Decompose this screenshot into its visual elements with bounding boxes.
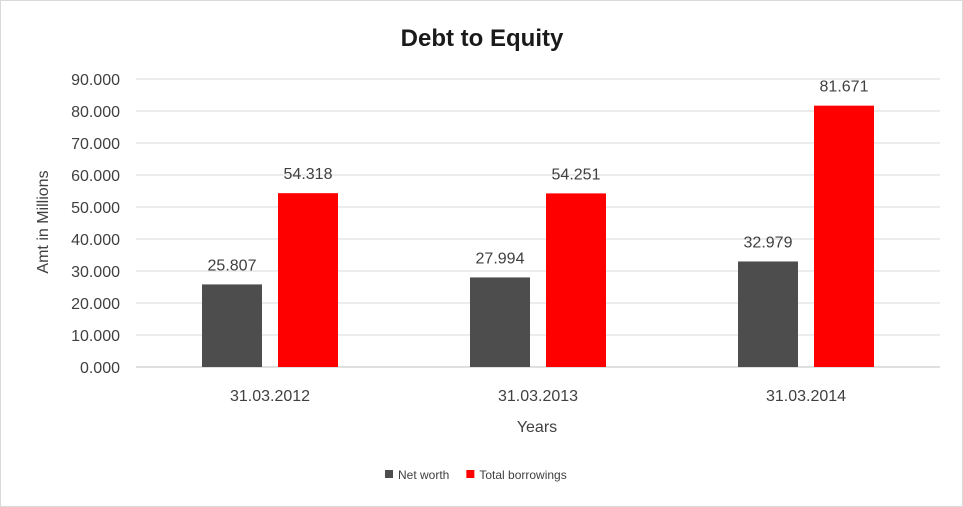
data-label: 54.318 (284, 166, 333, 183)
y-tick-label: 80.000 (71, 104, 120, 121)
bar (202, 284, 262, 367)
data-labels: 25.807 54.318 27.994 54.251 32.979 81.671 (208, 79, 869, 275)
bars (202, 105, 874, 367)
bar (546, 193, 606, 367)
legend: Net worth Total borrowings (385, 468, 567, 482)
chart-title: Debt to Equity (401, 25, 564, 52)
x-axis-ticks: 31.03.2012 31.03.2013 31.03.2014 (230, 388, 846, 405)
y-tick-label: 50.000 (71, 200, 120, 217)
y-tick-label: 10.000 (71, 328, 120, 345)
data-label: 81.671 (820, 79, 869, 96)
y-axis-label: Amt in Millions (35, 170, 52, 273)
legend-label: Total borrowings (479, 468, 566, 482)
y-tick-label: 60.000 (71, 168, 120, 185)
data-label: 25.807 (208, 257, 257, 274)
data-label: 32.979 (744, 234, 793, 251)
x-axis-label: Years (517, 419, 557, 436)
x-tick-label: 31.03.2012 (230, 388, 310, 405)
y-tick-label: 40.000 (71, 232, 120, 249)
y-tick-label: 30.000 (71, 264, 120, 281)
x-tick-label: 31.03.2013 (498, 388, 578, 405)
gridlines (136, 78, 940, 368)
bar (470, 277, 530, 367)
y-tick-label: 70.000 (71, 136, 120, 153)
bar (814, 105, 874, 367)
data-label: 27.994 (476, 250, 525, 267)
legend-label: Net worth (398, 468, 449, 482)
y-tick-label: 20.000 (71, 296, 120, 313)
legend-swatch (385, 470, 393, 478)
bar (738, 261, 798, 367)
y-tick-label: 0.000 (80, 360, 120, 377)
y-tick-label: 90.000 (71, 72, 120, 89)
data-label: 54.251 (552, 166, 601, 183)
legend-swatch (466, 470, 475, 478)
y-axis-ticks: 0.000 10.000 20.000 30.000 40.000 50.000 60.00… (71, 72, 120, 377)
x-tick-label: 31.03.2014 (766, 388, 846, 405)
bar (278, 193, 338, 367)
